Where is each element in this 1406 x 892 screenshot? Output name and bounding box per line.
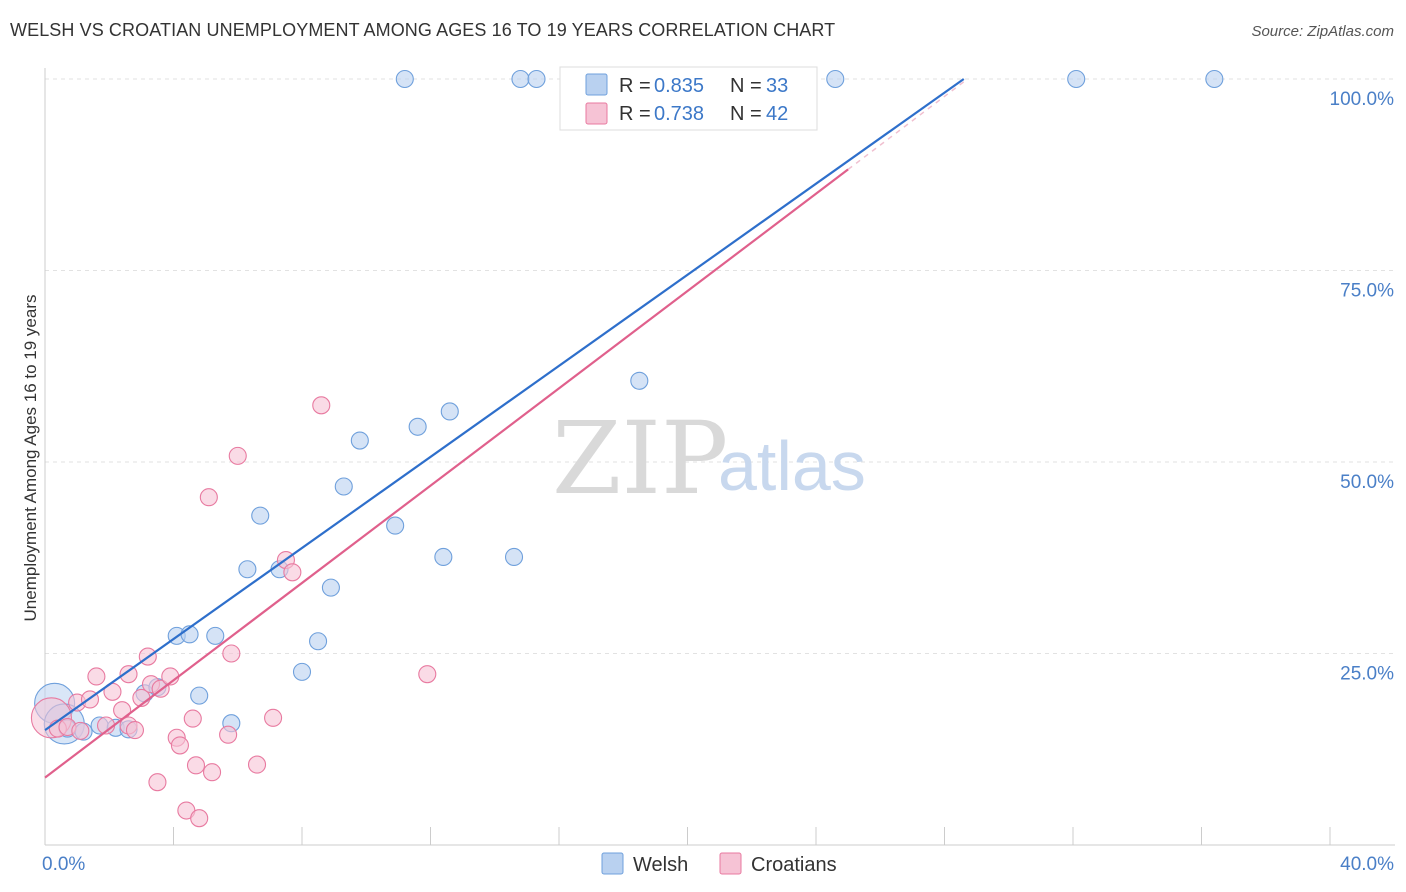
trend-lines — [44, 78, 968, 779]
x-tick-max: 40.0% — [1340, 854, 1394, 875]
y-tick-label: 25.0% — [1340, 664, 1394, 685]
welsh-point — [190, 686, 209, 705]
croatians-r-value: 0.738 — [654, 103, 704, 125]
x-tick-min: 0.0% — [42, 854, 85, 875]
welsh-trend-line — [44, 78, 965, 731]
croatians-point — [418, 665, 437, 684]
welsh-point — [434, 547, 453, 567]
welsh-point — [408, 417, 427, 436]
welsh-point — [511, 69, 530, 89]
welsh-point — [206, 626, 225, 645]
croatians-point — [186, 756, 206, 775]
croatians-point — [228, 446, 247, 465]
croatians-point — [148, 773, 167, 792]
croatians-point — [87, 667, 106, 686]
croatians-points — [30, 69, 781, 828]
welsh-point — [1067, 69, 1086, 89]
y-tick-label: 50.0% — [1340, 472, 1394, 493]
croatians-point — [219, 725, 238, 744]
welsh-r-label: R = — [619, 75, 651, 97]
watermark: ZIP atlas — [552, 400, 866, 517]
welsh-n-label: N = — [730, 75, 762, 97]
y-axis-label: Unemployment Among Ages 16 to 19 years — [21, 295, 40, 622]
welsh-point — [1205, 69, 1224, 89]
welsh-point — [309, 632, 328, 651]
croatians-point — [199, 488, 218, 507]
data-points — [30, 69, 1224, 828]
welsh-point — [504, 547, 524, 567]
source-label: Source: ZipAtlas.com — [1251, 23, 1394, 40]
croatians-trend-line — [44, 168, 849, 779]
watermark-zip: ZIP — [552, 400, 728, 517]
welsh-point — [630, 371, 649, 390]
croatians-series-label: Croatians — [751, 854, 837, 876]
welsh-point — [527, 69, 546, 89]
welsh-point — [350, 431, 369, 450]
croatians-point — [183, 709, 202, 728]
welsh-point — [334, 477, 353, 496]
croatians-r-label: R = — [619, 103, 651, 125]
welsh-legend-swatch — [585, 73, 608, 96]
croatians-point — [113, 701, 132, 720]
welsh-point — [292, 662, 312, 681]
welsh-point — [395, 69, 414, 89]
croatians-n-label: N = — [730, 103, 762, 125]
croatians-point — [190, 809, 209, 828]
croatians-point — [119, 665, 138, 684]
stats-legend: R = 0.835 N = 33 R = 0.738 N = 42 — [559, 66, 818, 131]
croatians-point — [203, 763, 222, 782]
croatians-point — [312, 396, 331, 415]
welsh-point — [238, 560, 257, 579]
welsh-point — [826, 69, 845, 89]
welsh-point — [321, 578, 340, 597]
y-tick-label: 75.0% — [1340, 281, 1394, 302]
croatians-point — [222, 644, 241, 663]
y-tick-label: 100.0% — [1330, 89, 1395, 110]
croatians-point — [264, 708, 283, 727]
welsh-point — [386, 516, 405, 535]
welsh-series-swatch — [601, 852, 624, 875]
croatians-trend-extension — [847, 78, 968, 170]
watermark-atlas: atlas — [718, 427, 866, 505]
chart-title: WELSH VS CROATIAN UNEMPLOYMENT AMONG AGE… — [10, 20, 836, 40]
welsh-n-value: 33 — [766, 75, 788, 97]
croatians-series-swatch — [719, 852, 742, 875]
croatians-point — [125, 721, 144, 740]
croatians-legend-swatch — [585, 102, 608, 125]
welsh-point — [440, 402, 459, 421]
croatians-point — [247, 755, 267, 774]
croatians-point — [283, 563, 302, 582]
series-legend: Welsh Croatians — [601, 852, 837, 876]
y-tick-labels: 25.0% 50.0% 75.0% 100.0% — [1330, 89, 1395, 685]
croatians-point — [170, 736, 189, 755]
welsh-series-label: Welsh — [633, 854, 688, 876]
croatians-point — [71, 721, 90, 740]
welsh-r-value: 0.835 — [654, 75, 704, 97]
croatians-n-value: 42 — [766, 103, 788, 125]
welsh-point — [251, 506, 270, 525]
